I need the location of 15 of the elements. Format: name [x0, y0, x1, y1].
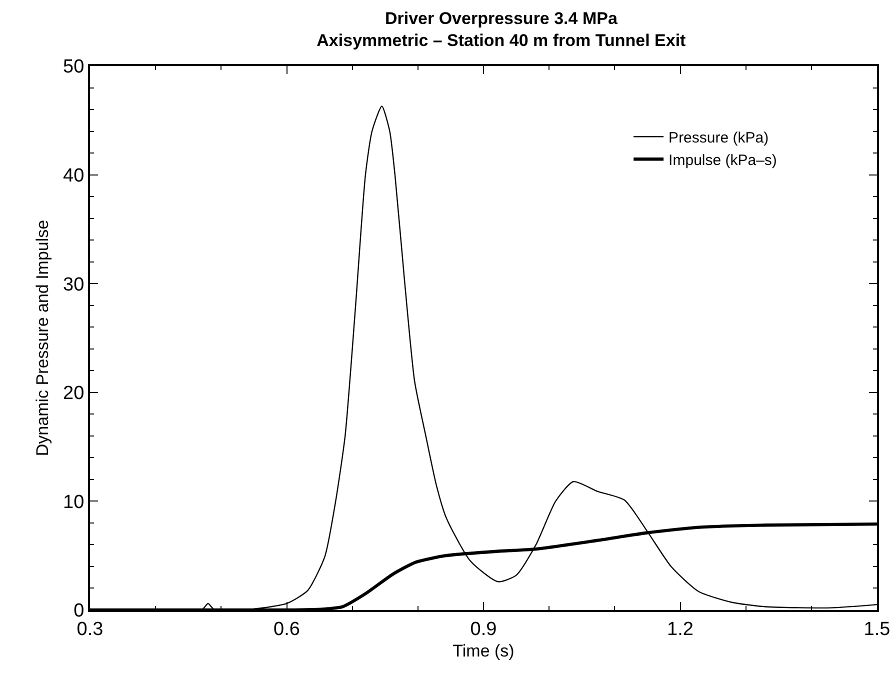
y-tick-label: 50: [63, 56, 84, 78]
chart-title: Driver Overpressure 3.4 MPa: [384, 8, 618, 28]
legend-label: Pressure (kPa): [668, 130, 769, 146]
y-tick-label: 30: [63, 274, 84, 296]
y-axis-title: Dynamic Pressure and Impulse: [33, 220, 52, 456]
y-tick-label: 20: [63, 383, 84, 404]
chart-subtitle: Axisymmetric – Station 40 m from Tunnel Exit: [316, 30, 686, 50]
y-tick-label: 10: [63, 492, 84, 513]
x-tick-label: 0.9: [470, 618, 497, 640]
legend-label: Impulse (kPa–s): [668, 152, 777, 169]
x-tick-label: 1.5: [864, 618, 890, 640]
y-tick-label: 40: [63, 165, 84, 186]
x-tick-label: 1.2: [667, 618, 694, 640]
x-axis-title: Time (s): [452, 642, 514, 661]
x-tick-label: 0.6: [274, 618, 300, 640]
